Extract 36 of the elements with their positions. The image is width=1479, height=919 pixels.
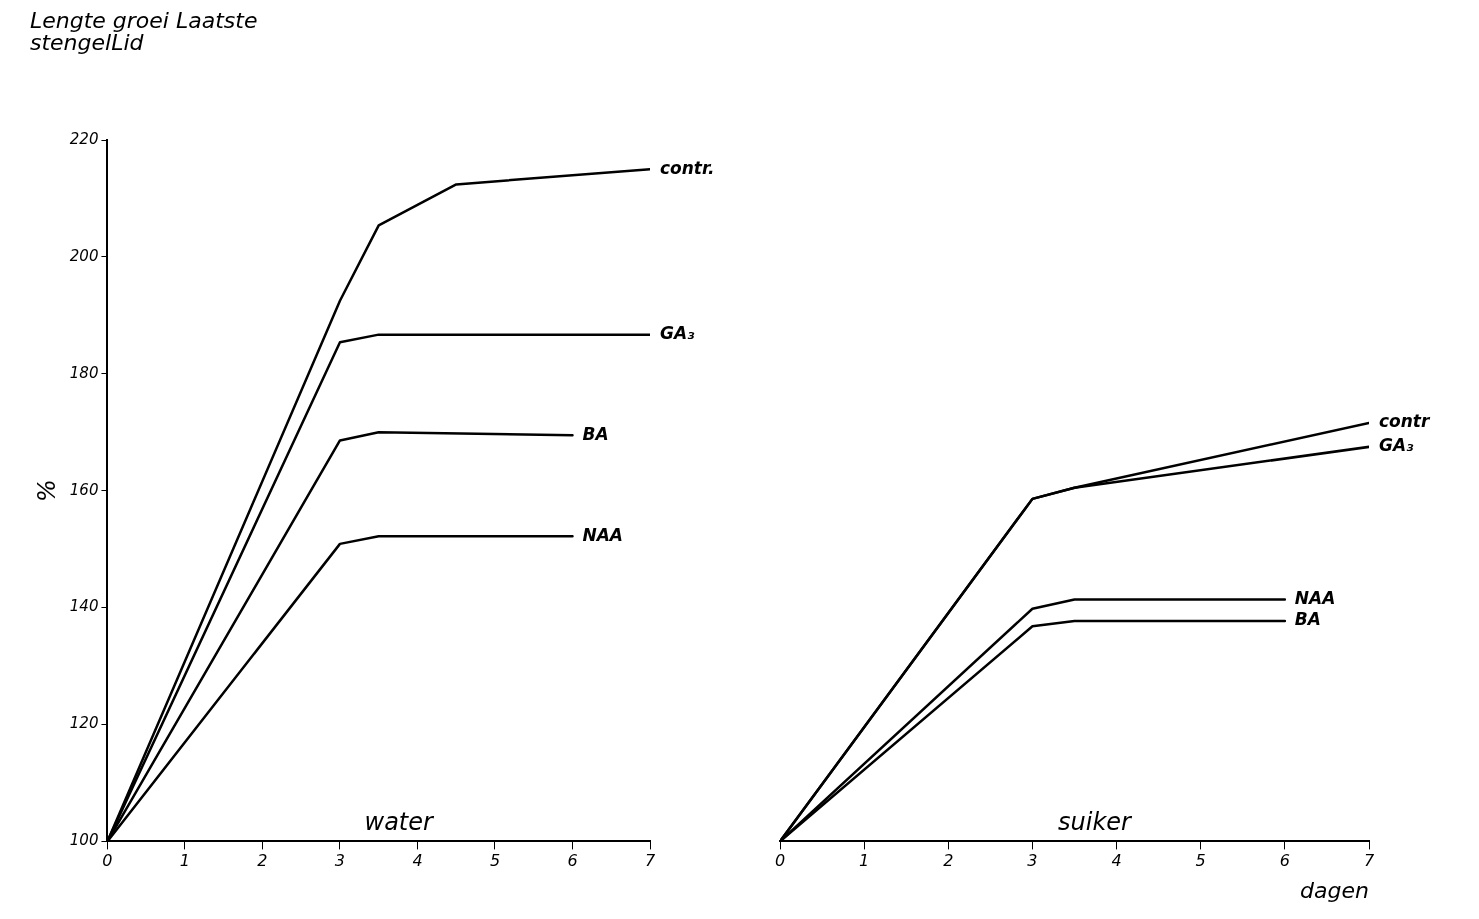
x-tick-label: 6	[567, 851, 578, 871]
series-label: NAA	[582, 524, 624, 545]
series-label: GA₃	[660, 323, 696, 344]
x-tick-label: 2	[257, 851, 268, 871]
y-tick-label: 160	[69, 480, 99, 499]
x-tick-label: 3	[1027, 851, 1038, 871]
x-tick-label: 0	[774, 851, 786, 871]
annotation: water	[364, 807, 436, 836]
x-tick-label: 5	[489, 851, 501, 871]
y-tick-label: 140	[69, 597, 99, 616]
x-tick-label: 5	[1195, 851, 1206, 871]
x-axis-title: dagen	[1300, 877, 1369, 903]
y-axis-title: %	[32, 479, 61, 503]
series-label: BA	[582, 423, 609, 444]
series-label: NAA	[1294, 587, 1336, 608]
y-tick-label: 220	[69, 129, 99, 148]
x-tick-label: 2	[943, 851, 954, 871]
x-tick-label: 4	[412, 851, 423, 871]
chart-title: Lengte groei Laatste stengelLid	[30, 8, 258, 55]
series-label: contr	[1379, 411, 1431, 432]
x-tick-label: 1	[859, 851, 870, 871]
annotation: suiker	[1058, 807, 1134, 836]
y-tick-label: 120	[69, 714, 99, 733]
x-tick-label: 1	[179, 851, 191, 871]
x-tick-label: 6	[1279, 851, 1290, 871]
y-tick-label: 180	[69, 363, 99, 382]
x-tick-label: 4	[1111, 851, 1122, 871]
x-tick-label: 7	[644, 851, 656, 871]
y-tick-label: 100	[69, 831, 99, 850]
x-tick-label: 7	[1363, 851, 1375, 871]
y-tick-label: 200	[69, 246, 99, 265]
x-tick-label: 3	[334, 851, 346, 871]
x-tick-label: 0	[102, 851, 113, 871]
series-label: GA₃	[1379, 435, 1415, 456]
series-label: contr.	[660, 157, 715, 178]
series-label: BA	[1294, 609, 1321, 630]
